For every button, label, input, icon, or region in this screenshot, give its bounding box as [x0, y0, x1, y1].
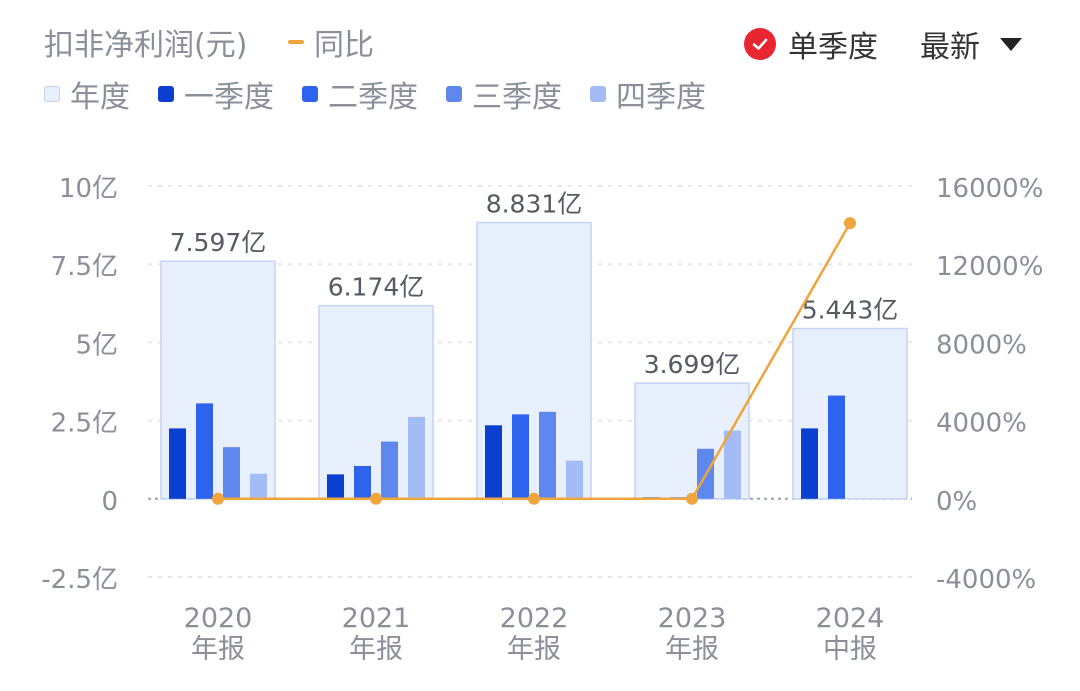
legend-item-2[interactable]: 二季度: [302, 72, 418, 116]
quarter-bar: [512, 414, 529, 499]
yoy-point: [528, 492, 540, 505]
y-right-tick-label: 0%: [936, 487, 977, 517]
y-right-tick-label: -4000%: [936, 565, 1036, 595]
legend-label: 四季度: [616, 80, 706, 115]
quarter-bar: [828, 395, 845, 499]
legend-swatch: [446, 86, 462, 102]
quarter-bar: [724, 430, 741, 499]
chart-header: 扣非净利润(元) 同比 单季度 最新 年度 一季度 二季度 三季度 四季度: [0, 0, 1080, 130]
x-tick-sublabel: 中报: [823, 634, 877, 665]
quarter-bar: [485, 425, 502, 499]
quarter-bar: [408, 416, 425, 499]
quarter-bar: [381, 441, 398, 499]
quarter-bar: [539, 411, 556, 499]
legend-item-1[interactable]: 一季度: [158, 72, 274, 116]
x-tick-label: 2023: [658, 603, 727, 634]
yoy-line-swatch: [288, 40, 304, 44]
yoy-legend-label: 同比: [314, 28, 374, 63]
quarter-bar: [250, 473, 267, 499]
annual-value-label: 7.597亿: [170, 228, 267, 257]
x-tick-label: 2022: [500, 603, 569, 634]
legend-label: 三季度: [472, 80, 562, 115]
y-left-tick-label: 2.5亿: [51, 409, 118, 439]
y-left-tick-label: 7.5亿: [51, 252, 118, 282]
quarter-bar: [566, 460, 583, 499]
legend-item-0[interactable]: 年度: [44, 72, 130, 116]
series-legend: 年度 一季度 二季度 三季度 四季度: [44, 72, 734, 116]
single-quarter-label: 单季度: [788, 30, 878, 65]
x-tick-label: 2021: [342, 603, 411, 634]
legend-label: 二季度: [328, 80, 418, 115]
chart-title: 扣非净利润(元): [44, 28, 248, 63]
legend-item-4[interactable]: 四季度: [590, 72, 706, 116]
legend-swatch: [590, 86, 606, 102]
legend-swatch: [44, 86, 60, 102]
legend-item-3[interactable]: 三季度: [446, 72, 562, 116]
annual-value-label: 5.443亿: [802, 296, 899, 325]
y-left-tick-label: 5亿: [75, 330, 118, 360]
annual-value-label: 3.699亿: [644, 350, 741, 379]
quarter-bar: [801, 428, 818, 499]
x-tick-label: 2024: [816, 603, 885, 634]
quarter-bar: [196, 403, 213, 499]
y-left-tick-label: -2.5亿: [41, 565, 118, 595]
check-icon: [744, 28, 776, 60]
x-tick-sublabel: 年报: [665, 634, 719, 665]
y-left-tick-label: 0: [101, 487, 118, 517]
y-left-tick-label: 10亿: [59, 174, 118, 204]
yoy-point: [370, 492, 382, 505]
legend-swatch: [302, 86, 318, 102]
latest-label: 最新: [920, 30, 980, 65]
quarter-bar: [223, 447, 240, 499]
y-right-tick-label: 12000%: [936, 252, 1043, 282]
quarter-bar: [354, 465, 371, 499]
legend-label: 年度: [70, 80, 130, 115]
legend-swatch: [158, 86, 174, 102]
yoy-legend[interactable]: 同比: [288, 20, 374, 64]
x-tick-label: 2020: [184, 603, 253, 634]
quarter-bar: [327, 474, 344, 499]
legend-label: 一季度: [184, 80, 274, 115]
single-quarter-toggle[interactable]: 单季度: [744, 22, 878, 66]
annual-value-label: 6.174亿: [328, 273, 425, 302]
quarter-bar: [169, 428, 186, 499]
y-right-tick-label: 16000%: [936, 174, 1043, 204]
x-tick-sublabel: 年报: [507, 634, 561, 665]
x-tick-sublabel: 年报: [191, 634, 245, 665]
chevron-down-icon: [1000, 37, 1022, 51]
latest-dropdown[interactable]: 最新: [920, 22, 1022, 66]
y-right-tick-label: 8000%: [936, 330, 1027, 360]
yoy-point: [686, 492, 698, 505]
y-right-tick-label: 4000%: [936, 409, 1027, 439]
x-tick-sublabel: 年报: [349, 634, 403, 665]
yoy-point: [212, 492, 224, 505]
annual-value-label: 8.831亿: [486, 190, 583, 219]
yoy-point: [844, 217, 856, 230]
